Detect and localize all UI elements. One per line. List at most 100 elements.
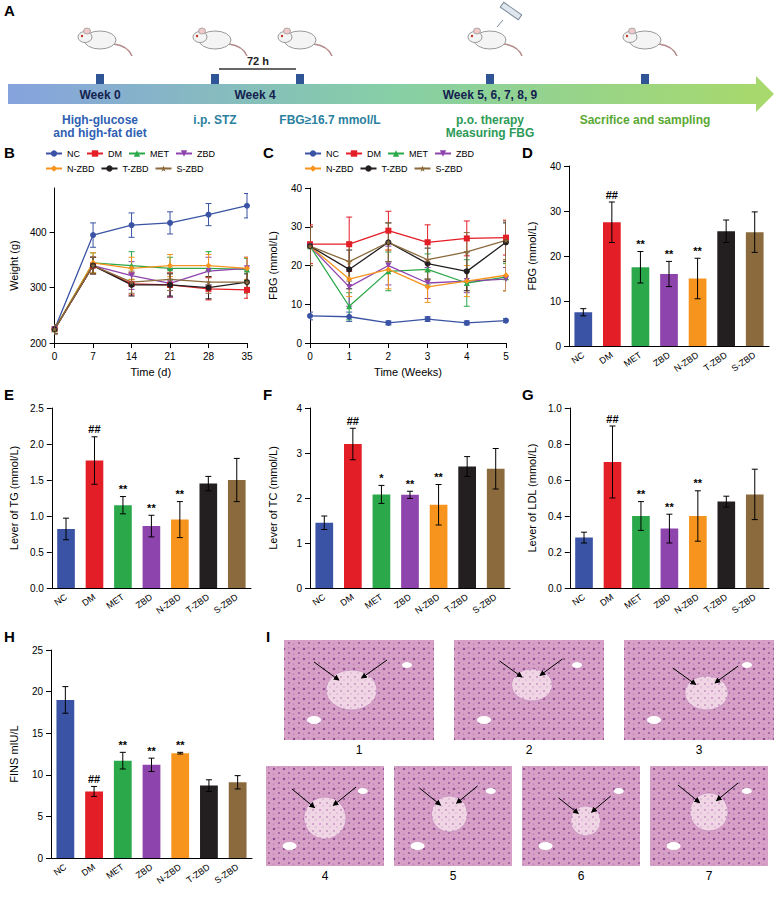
svg-text:MET: MET	[623, 592, 645, 611]
svg-text:6: 6	[578, 869, 585, 883]
svg-text:2: 2	[296, 493, 302, 504]
svg-text:0.6: 0.6	[548, 475, 562, 486]
svg-text:i.p. STZ: i.p. STZ	[193, 113, 236, 127]
svg-text:4: 4	[296, 403, 302, 414]
svg-text:2.5: 2.5	[30, 403, 44, 414]
svg-text:**: **	[434, 471, 443, 483]
svg-text:Time (Weeks): Time (Weeks)	[374, 366, 442, 378]
svg-text:S-ZBD: S-ZBD	[213, 862, 241, 886]
svg-text:MET: MET	[105, 592, 127, 611]
svg-text:10: 10	[550, 296, 562, 307]
svg-text:T-ZBD: T-ZBD	[185, 862, 212, 885]
svg-text:**: **	[147, 502, 156, 514]
svg-text:FBG (mmol/L): FBG (mmol/L)	[526, 221, 538, 290]
svg-text:N-ZBD: N-ZBD	[155, 862, 184, 886]
svg-text:72 h: 72 h	[247, 55, 269, 67]
svg-text:35: 35	[241, 351, 253, 362]
svg-text:40: 40	[550, 161, 562, 172]
svg-text:Weight (g): Weight (g)	[8, 240, 20, 291]
svg-text:##: ##	[347, 415, 359, 427]
svg-text:S-ZBD: S-ZBD	[212, 592, 240, 616]
svg-text:NC: NC	[326, 149, 339, 159]
svg-text:200: 200	[30, 338, 47, 349]
svg-text:**: **	[119, 483, 128, 495]
svg-text:5: 5	[503, 351, 509, 362]
svg-text:and high-fat diet: and high-fat diet	[53, 126, 146, 140]
svg-text:##: ##	[606, 189, 618, 201]
svg-text:7: 7	[90, 351, 96, 362]
svg-text:p.o. therapy: p.o. therapy	[456, 113, 524, 127]
svg-text:10: 10	[32, 769, 44, 780]
svg-text:1: 1	[296, 538, 302, 549]
svg-text:2.0: 2.0	[30, 439, 44, 450]
svg-text:3: 3	[296, 448, 302, 459]
svg-text:ZBD: ZBD	[651, 350, 672, 369]
svg-text:DM: DM	[80, 592, 97, 608]
svg-text:*: *	[379, 472, 384, 484]
svg-text:30: 30	[550, 206, 562, 217]
svg-text:4: 4	[322, 869, 329, 883]
svg-text:0: 0	[296, 338, 302, 349]
svg-text:300: 300	[30, 282, 47, 293]
svg-text:T-ZBD: T-ZBD	[381, 164, 407, 174]
svg-text:NC: NC	[53, 592, 70, 608]
svg-text:Week 5, 6, 7, 8, 9: Week 5, 6, 7, 8, 9	[443, 88, 538, 102]
svg-text:5: 5	[37, 811, 43, 822]
svg-text:DM: DM	[339, 592, 356, 608]
svg-text:0.0: 0.0	[30, 583, 44, 594]
svg-text:High-glucose: High-glucose	[62, 113, 138, 127]
svg-text:N-ZBD: N-ZBD	[326, 164, 354, 174]
svg-text:20: 20	[291, 260, 303, 271]
svg-text:FINS mIU/L: FINS mIU/L	[8, 725, 20, 782]
svg-text:**: **	[693, 245, 702, 257]
svg-text:DM: DM	[80, 862, 97, 878]
svg-text:N-ZBD: N-ZBD	[672, 350, 701, 374]
svg-text:ZBD: ZBD	[197, 149, 216, 159]
svg-text:S-ZBD: S-ZBD	[730, 350, 758, 374]
svg-text:**: **	[694, 477, 703, 489]
svg-text:**: **	[147, 745, 156, 757]
svg-text:3: 3	[425, 351, 431, 362]
svg-text:DM: DM	[598, 350, 615, 366]
svg-text:NC: NC	[570, 350, 587, 366]
svg-text:T-ZBD: T-ZBD	[702, 592, 729, 615]
svg-text:N-ZBD: N-ZBD	[413, 592, 442, 616]
svg-text:N-ZBD: N-ZBD	[154, 592, 183, 616]
svg-text:400: 400	[30, 227, 47, 238]
svg-text:**: **	[637, 488, 646, 500]
svg-text:0: 0	[37, 853, 43, 864]
svg-text:1.5: 1.5	[30, 475, 44, 486]
svg-text:T-ZBD: T-ZBD	[122, 164, 148, 174]
svg-text:1.0: 1.0	[30, 511, 44, 522]
svg-text:0: 0	[307, 351, 313, 362]
svg-text:20: 20	[550, 251, 562, 262]
svg-text:Measuring FBG: Measuring FBG	[446, 126, 535, 140]
svg-text:30: 30	[291, 221, 303, 232]
svg-text:10: 10	[291, 299, 303, 310]
svg-text:0.0: 0.0	[548, 583, 562, 594]
svg-text:Lever of LDL (mmol/L): Lever of LDL (mmol/L)	[526, 443, 538, 552]
svg-text:N-ZBD: N-ZBD	[67, 164, 95, 174]
svg-text:Lever of TC (mmol/L): Lever of TC (mmol/L)	[267, 446, 279, 550]
svg-text:7: 7	[706, 869, 713, 883]
svg-text:##: ##	[606, 413, 618, 425]
svg-text:**: **	[665, 248, 674, 260]
svg-text:Week 0: Week 0	[79, 88, 120, 102]
svg-text:MET: MET	[409, 149, 429, 159]
svg-text:3: 3	[696, 743, 703, 757]
svg-text:Time (d): Time (d)	[131, 366, 172, 378]
svg-text:15: 15	[32, 728, 44, 739]
svg-text:0: 0	[296, 583, 302, 594]
svg-text:ZBD: ZBD	[392, 592, 413, 611]
svg-text:ZBD: ZBD	[134, 862, 155, 881]
svg-text:25: 25	[32, 645, 44, 656]
svg-text:0: 0	[555, 341, 561, 352]
svg-text:ZBD: ZBD	[134, 592, 155, 611]
svg-text:NC: NC	[571, 592, 588, 608]
svg-text:0.5: 0.5	[30, 547, 44, 558]
svg-text:28: 28	[203, 351, 215, 362]
svg-text:**: **	[406, 478, 415, 490]
svg-text:1: 1	[356, 743, 363, 757]
svg-text:N-ZBD: N-ZBD	[672, 592, 701, 616]
svg-text:S-ZBD: S-ZBD	[176, 164, 204, 174]
